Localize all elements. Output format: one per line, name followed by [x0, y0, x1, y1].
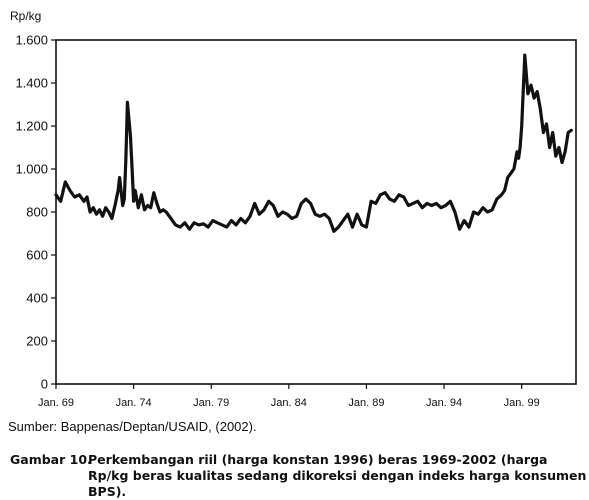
x-tick-label: Jan. 74 — [116, 397, 152, 409]
rice-price-line-chart: 0 200 400 600 800 1.000 1.200 1.400 1.600 Jan. 6… — [15, 33, 577, 409]
x-tick-label: Jan. 84 — [271, 397, 307, 409]
y-tick-label: 600 — [26, 248, 48, 263]
x-tick-label: Jan. 99 — [504, 397, 540, 409]
y-tick-label: 0 — [41, 377, 48, 392]
y-tick-label: 800 — [26, 205, 48, 220]
source-note: Sumber: Bappenas/Deptan/USAID, (2002). — [8, 419, 257, 434]
y-tick-label: 1.600 — [15, 33, 48, 48]
figure-caption-text: Perkembangan riil (harga konstan 1996) b… — [88, 452, 587, 499]
y-tick-label: 1.200 — [15, 119, 48, 134]
y-tick-label: 1.000 — [15, 162, 48, 177]
y-axis-unit-label: Rp/kg — [10, 9, 42, 23]
x-tick-label: Jan. 69 — [38, 397, 74, 409]
x-tick-label: Jan. 79 — [193, 397, 229, 409]
x-tick-label: Jan. 89 — [348, 397, 384, 409]
price-series-line — [54, 53, 573, 233]
figure-number: Gambar 10. — [10, 452, 92, 467]
x-tick-label: Jan. 94 — [426, 397, 462, 409]
y-tick-label: 200 — [26, 334, 48, 349]
y-tick-label: 1.400 — [15, 76, 48, 91]
y-tick-label: 400 — [26, 291, 48, 306]
